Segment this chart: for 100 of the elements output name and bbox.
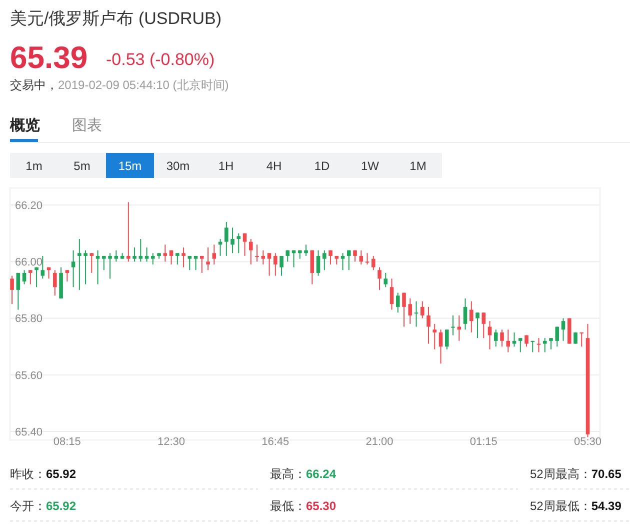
candlestick: [34, 266, 38, 288]
candlestick: [328, 250, 332, 265]
candlestick: [242, 232, 247, 256]
text: 最低：65.30: [270, 499, 336, 513]
candlestick: [28, 270, 32, 285]
candlestick: [261, 250, 266, 265]
text: 1M: [410, 159, 426, 173]
candlestick: [169, 250, 174, 265]
candlestick: [530, 340, 535, 353]
candlestick: [524, 334, 528, 348]
text: 最高：66.24: [270, 467, 336, 481]
candlestick: [10, 275, 14, 305]
candlestick: [316, 250, 320, 276]
candlestick: [420, 300, 424, 319]
candlestick: [176, 252, 180, 265]
candlestick: [365, 252, 370, 265]
candlestick: [84, 250, 88, 285]
candlestick: [16, 272, 20, 310]
x-tick-label: 08:15: [53, 436, 81, 448]
candlestick: [542, 338, 547, 353]
text: 今开：65.92: [10, 499, 76, 513]
text: 图表: [72, 117, 102, 134]
text: 52周最高：70.65: [530, 467, 622, 481]
candlestick: [476, 312, 480, 339]
candlestick: [322, 250, 326, 271]
candlestick: [580, 332, 584, 348]
candlestick: [340, 252, 345, 271]
candlestick: [126, 202, 130, 262]
candlestick: [255, 244, 259, 262]
candlestick: [274, 252, 278, 276]
candlestick: [549, 338, 553, 350]
candlestick: [230, 227, 234, 254]
candlestick: [78, 238, 82, 290]
candlestick: [371, 255, 376, 271]
candlestick: [488, 320, 492, 350]
x-tick-label: 16:45: [262, 436, 290, 448]
candlestick: [249, 238, 253, 265]
candlestick: [457, 314, 462, 342]
candlestick: [90, 252, 94, 274]
candlestick: [469, 300, 474, 333]
chart-subtitle: 65.39: [10, 40, 88, 75]
candlestick: [555, 326, 560, 348]
x-tick-label: 12:30: [158, 436, 186, 448]
candlestick: [506, 329, 510, 353]
candlestick: [396, 292, 400, 314]
candlestick: [482, 312, 486, 339]
candlestick: [500, 329, 504, 348]
text: 昨收：65.92: [10, 467, 76, 481]
candlestick: [494, 329, 498, 348]
y-tick-label: 65.60: [15, 370, 43, 382]
candlestick: [408, 298, 412, 324]
x-tick-label: 01:15: [470, 436, 498, 448]
y-tick-label: 66.20: [15, 200, 43, 212]
text: 1D: [314, 159, 330, 173]
text: 4H: [266, 159, 282, 173]
candlestick: [536, 338, 541, 353]
x-tick-label: 05:30: [574, 436, 602, 448]
candlestick: [188, 255, 192, 271]
candlestick: [304, 244, 308, 256]
candlestick: [114, 250, 118, 262]
candlestick: [384, 272, 388, 288]
y-tick-label: 65.40: [15, 426, 43, 439]
y-tick-label: 65.80: [15, 313, 43, 326]
text: 5m: [74, 159, 90, 173]
candlestick: [71, 250, 76, 288]
candlestick: [402, 292, 406, 328]
candlestick: [444, 329, 449, 350]
candlestick: [561, 318, 566, 342]
text: 30m: [166, 159, 190, 173]
candlestick: [200, 255, 204, 274]
candlestick: [151, 252, 155, 265]
candlestick: [163, 244, 168, 262]
candlestick: [96, 250, 100, 285]
candlestick: [390, 278, 394, 310]
candlestick: [108, 252, 112, 280]
candlestick: [22, 270, 26, 285]
text: 1W: [361, 159, 380, 173]
candlestick: [65, 270, 70, 282]
candlestick: [40, 255, 45, 280]
candlestick: [194, 255, 198, 271]
candlestick: [206, 246, 210, 271]
candlestick: [518, 338, 522, 353]
candlestick: [267, 252, 272, 276]
candlestick: [132, 246, 136, 262]
candlestick: [359, 250, 364, 265]
text: -0.53 (-0.80%): [106, 50, 215, 69]
text: 15m: [118, 159, 142, 173]
candlestick: [432, 323, 437, 350]
candlestick: [182, 246, 186, 268]
candlestick: [212, 244, 216, 265]
candlestick: [224, 221, 228, 256]
candlestick: [463, 298, 468, 330]
candlestick: [378, 266, 382, 290]
candlestick: [438, 329, 443, 364]
y-tick-label: 66.00: [15, 256, 43, 269]
candlestick: [102, 255, 106, 271]
candlestick: [414, 300, 418, 328]
candlestick: [53, 270, 57, 296]
chart-title: 美元/俄罗斯卢布 (USDRUB): [10, 9, 222, 28]
candlestick: [236, 232, 241, 254]
